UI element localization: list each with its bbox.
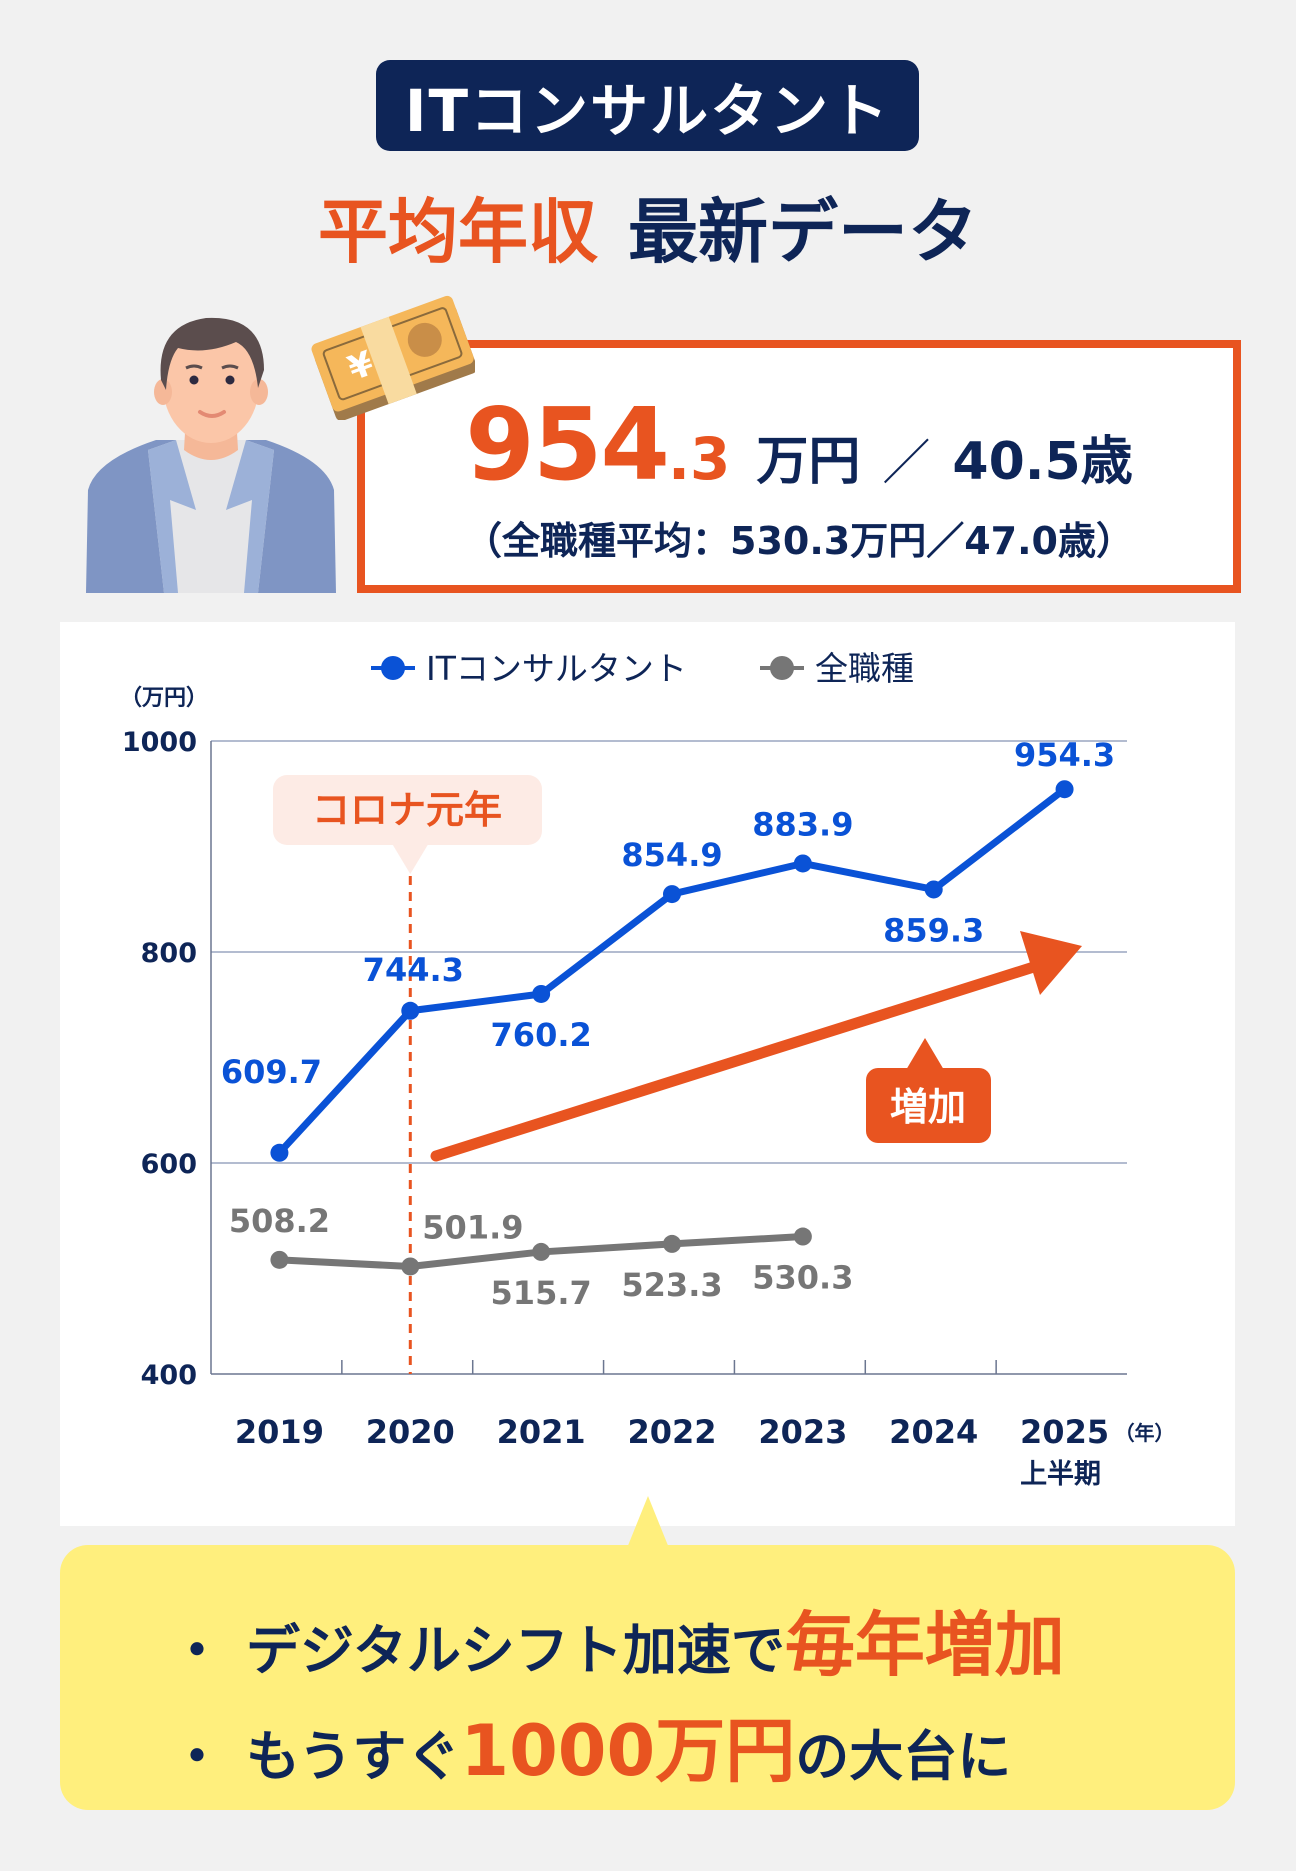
line-chart: 400 600 800 1000 （万円） 2019 2020 2021 2022 2023 202…	[120, 649, 1175, 1490]
data-point	[1055, 780, 1074, 799]
key-point-1: ・デジタルシフト加速で毎年増加	[170, 1589, 1065, 1690]
key-point-2-highlight: 1000万円	[460, 1710, 796, 1792]
data-point	[401, 1001, 420, 1020]
x-tick-label: 2022	[627, 1413, 716, 1451]
legend-marker-icon	[381, 656, 405, 680]
key-point-2-text: もうすぐ	[246, 1725, 461, 1788]
data-point	[270, 1250, 289, 1269]
data-point	[401, 1257, 420, 1276]
trend-arrow-shaft	[430, 959, 1046, 1162]
businessman-avatar-icon	[86, 317, 336, 593]
increase-label: 増加	[890, 1085, 966, 1129]
job-title-text: ITコンサルタント	[404, 76, 891, 145]
trend-arrow-head-icon	[1020, 931, 1082, 995]
data-label: 883.9	[752, 805, 853, 843]
title-accent: 平均年収	[318, 191, 598, 273]
y-tick-label: 800	[141, 938, 197, 969]
increase-badge	[866, 1068, 991, 1143]
x-tick-label: 2025	[1020, 1413, 1109, 1451]
x-tick-label: 2024	[889, 1413, 978, 1451]
all-jobs-comparison: （全職種平均：530.3万円／47.0歳）	[464, 519, 1134, 563]
x-tick-label: 2019	[235, 1413, 324, 1451]
y-tick-label: 1000	[122, 727, 197, 758]
data-point	[663, 1234, 681, 1253]
yen-bill-stack-icon: ¥	[311, 295, 475, 420]
covid-bubble-pointer	[392, 844, 429, 874]
x-tick-label: 2023	[758, 1413, 847, 1451]
covid-label: コロナ元年	[312, 788, 502, 832]
data-point	[663, 885, 681, 904]
covid-label-bubble	[273, 775, 542, 845]
separator: ／	[882, 435, 931, 491]
data-label: 854.9	[621, 836, 722, 874]
data-point	[532, 1242, 551, 1261]
x-axis-unit: （年）	[1115, 1421, 1175, 1445]
salary-trend-chart: 400 600 800 1000 （万円） 2019 2020 2021 2022 2023 202…	[60, 622, 1235, 1526]
data-point	[793, 854, 812, 873]
callout-pointer	[627, 1496, 669, 1548]
average-age: 40.5歳	[952, 432, 1133, 492]
y-axis-unit: （万円）	[120, 686, 208, 711]
increase-badge-pointer	[906, 1038, 944, 1070]
data-label: 501.9	[422, 1208, 523, 1246]
legend-label: 全職種	[815, 649, 914, 688]
legend-marker-icon	[770, 656, 794, 680]
salary-integer: 954	[465, 386, 670, 503]
bullet-icon: ・	[170, 1619, 224, 1682]
key-point-1-text: デジタルシフト加速で	[246, 1619, 785, 1682]
data-label: 508.2	[229, 1202, 330, 1240]
job-title-badge: ITコンサルタント	[376, 60, 919, 151]
salary-unit: 万円	[756, 432, 861, 492]
data-label: 530.3	[752, 1259, 853, 1297]
salary-summary-box: 954.3 万円 ／ 40.5歳 （全職種平均：530.3万円／47.0歳）	[357, 340, 1241, 593]
data-point	[793, 1227, 812, 1246]
data-label: 859.3	[883, 911, 984, 949]
data-label: 954.3	[1014, 736, 1115, 774]
key-points-callout: ・デジタルシフト加速で毎年増加 ・もうすぐ1000万円の大台に	[60, 1545, 1235, 1810]
y-tick-label: 600	[141, 1149, 197, 1180]
page-title: 平均年収 最新データ	[0, 176, 1296, 277]
bullet-icon: ・	[170, 1725, 224, 1788]
y-tick-label: 400	[141, 1360, 197, 1391]
salary-headline: 954.3 万円 ／ 40.5歳	[365, 386, 1233, 503]
data-label: 515.7	[491, 1274, 592, 1312]
data-point	[532, 984, 551, 1003]
data-point	[924, 880, 943, 899]
x-tick-label: 2021	[497, 1413, 586, 1451]
data-label: 760.2	[491, 1016, 592, 1054]
x-tick-sublabel: 上半期	[1020, 1459, 1101, 1490]
key-point-2: ・もうすぐ1000万円の大台に	[170, 1695, 1011, 1796]
data-label: 744.3	[363, 951, 464, 989]
key-point-1-highlight: 毎年増加	[784, 1604, 1065, 1686]
title-main: 最新データ	[628, 191, 978, 273]
data-point	[270, 1143, 289, 1162]
data-label: 609.7	[221, 1053, 322, 1091]
legend-label: ITコンサルタント	[426, 649, 687, 688]
data-label: 523.3	[621, 1266, 722, 1304]
x-tick-label: 2020	[366, 1413, 455, 1451]
key-point-2-suffix: の大台に	[795, 1725, 1012, 1788]
salary-decimal: .3	[668, 425, 731, 493]
